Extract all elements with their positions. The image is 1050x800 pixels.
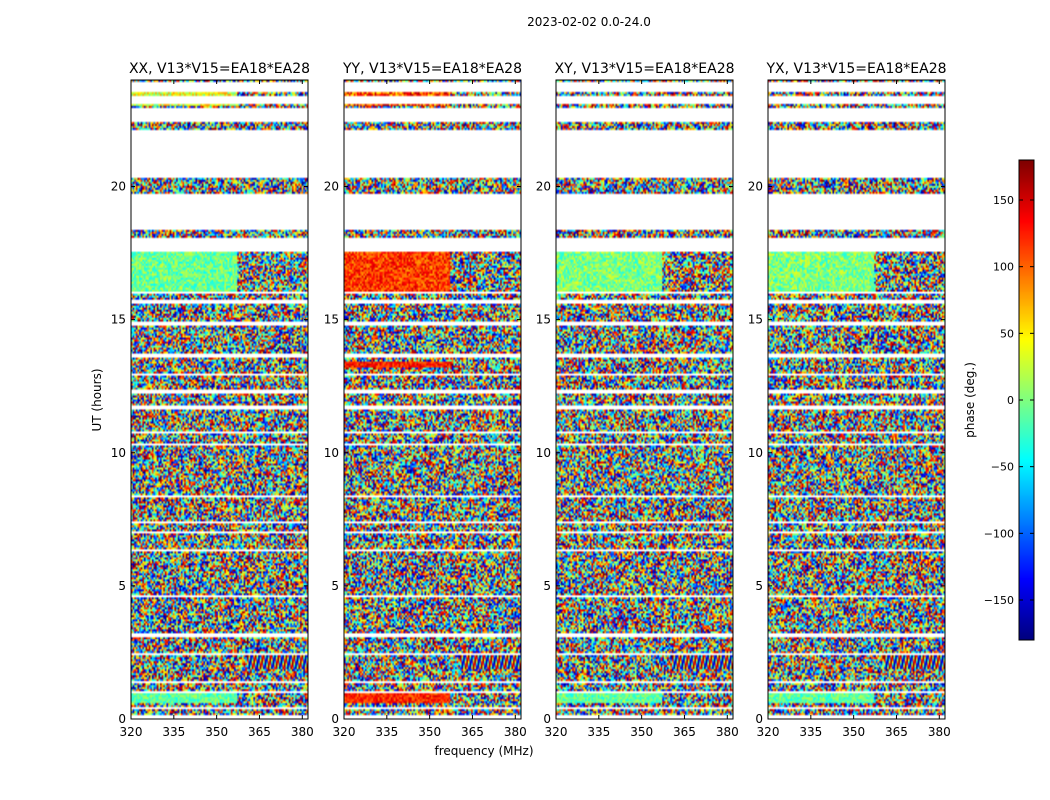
colorbar-ticklabel-150: 150 bbox=[993, 194, 1014, 207]
panel-3-heatmap bbox=[768, 80, 945, 719]
panel-1: YY, V13*V15=EA18*EA28 320 335 350 365 380 0 5 10… bbox=[324, 61, 527, 739]
panel-0-yticklabel-20: 20 bbox=[111, 180, 126, 194]
panel-1-heatmap bbox=[344, 80, 521, 719]
panel-0-frame bbox=[130, 79, 309, 720]
panel-3-frame bbox=[767, 79, 946, 720]
panel-3-yticklabel-15: 15 bbox=[748, 313, 763, 327]
x-axis-label: frequency (MHz) bbox=[434, 744, 533, 758]
panel-3-yticklabel-0: 0 bbox=[755, 712, 763, 726]
panel-2-xticklabel-320: 320 bbox=[545, 725, 568, 739]
panel-1-title: YY, V13*V15=EA18*EA28 bbox=[342, 61, 522, 77]
y-axis-label: UT (hours) bbox=[90, 368, 104, 431]
panel-1-xticklabel-365: 365 bbox=[461, 725, 484, 739]
colorbar-gradient bbox=[1019, 160, 1034, 640]
panel-0-yticklabel-10: 10 bbox=[111, 446, 126, 460]
panel-2-yticklabel-0: 0 bbox=[543, 712, 551, 726]
panel-2-title: XY, V13*V15=EA18*EA28 bbox=[554, 61, 734, 77]
panel-2-yticklabel-20: 20 bbox=[536, 180, 551, 194]
panel-2-yticklabel-15: 15 bbox=[536, 313, 551, 327]
panel-1-yticklabel-0: 0 bbox=[331, 712, 339, 726]
panel-0-xticklabel-335: 335 bbox=[162, 725, 185, 739]
panel-2-yticklabel-10: 10 bbox=[536, 446, 551, 460]
panel-3-yticklabel-5: 5 bbox=[755, 579, 763, 593]
panel-1-yticklabel-20: 20 bbox=[324, 180, 339, 194]
panel-2-xticklabel-380: 380 bbox=[716, 725, 739, 739]
panel-2: XY, V13*V15=EA18*EA28 320 335 350 365 380 0 5 10… bbox=[536, 61, 739, 739]
panel-0-xticklabel-320: 320 bbox=[120, 725, 143, 739]
panel-1-xticklabel-380: 380 bbox=[504, 725, 527, 739]
colorbar-ticklabel-50: 50 bbox=[1000, 327, 1014, 340]
colorbar-label: phase (deg.) bbox=[963, 362, 977, 438]
panel-0-xticklabel-380: 380 bbox=[291, 725, 314, 739]
panel-1-xticklabel-350: 350 bbox=[418, 725, 441, 739]
panel-3-title: YX, V13*V15=EA18*EA28 bbox=[765, 61, 946, 77]
panel-1-yticklabel-10: 10 bbox=[324, 446, 339, 460]
panel-0-yticklabel-5: 5 bbox=[118, 579, 126, 593]
panel-2-frame bbox=[555, 79, 734, 720]
panels-group: XX, V13*V15=EA18*EA28 320 335 350 365 380 0 5 10… bbox=[111, 61, 951, 739]
colorbar-ticklabel--50: −50 bbox=[991, 461, 1014, 474]
panel-0-xticklabel-350: 350 bbox=[205, 725, 228, 739]
panel-2-xticklabel-335: 335 bbox=[587, 725, 610, 739]
panel-0-yticklabel-15: 15 bbox=[111, 313, 126, 327]
panel-1-frame bbox=[343, 79, 522, 720]
panel-0: XX, V13*V15=EA18*EA28 320 335 350 365 380 0 5 10… bbox=[111, 61, 314, 739]
panel-3-xticklabel-365: 365 bbox=[885, 725, 908, 739]
figure-title: 2023-02-02 0.0-24.0 bbox=[527, 15, 651, 29]
colorbar-ticklabel-0: 0 bbox=[1007, 394, 1014, 407]
colorbar-ticklabel--150: −150 bbox=[984, 594, 1014, 607]
panel-1-yticklabel-5: 5 bbox=[331, 579, 339, 593]
panel-2-xticklabel-365: 365 bbox=[673, 725, 696, 739]
panel-1-yticklabel-15: 15 bbox=[324, 313, 339, 327]
panel-0-xticklabel-365: 365 bbox=[248, 725, 271, 739]
panel-3-xticklabel-320: 320 bbox=[757, 725, 780, 739]
panel-3: YX, V13*V15=EA18*EA28 320 335 350 365 380 0 5 10… bbox=[748, 61, 951, 739]
panel-0-title: XX, V13*V15=EA18*EA28 bbox=[129, 61, 310, 77]
panel-3-xticklabel-350: 350 bbox=[842, 725, 865, 739]
panel-3-xticklabel-335: 335 bbox=[799, 725, 822, 739]
panel-0-yticklabel-0: 0 bbox=[118, 712, 126, 726]
colorbar-ticklabel-100: 100 bbox=[993, 261, 1014, 274]
panel-3-xticklabel-380: 380 bbox=[928, 725, 951, 739]
panel-3-yticklabel-20: 20 bbox=[748, 180, 763, 194]
panel-3-yticklabel-10: 10 bbox=[748, 446, 763, 460]
colorbar: 150 100 50 0 −50 −100 −150 bbox=[984, 159, 1035, 641]
panel-1-xticklabel-335: 335 bbox=[375, 725, 398, 739]
panel-1-xticklabel-320: 320 bbox=[333, 725, 356, 739]
panel-0-heatmap bbox=[131, 80, 308, 719]
panel-2-yticklabel-5: 5 bbox=[543, 579, 551, 593]
colorbar-ticklabel--100: −100 bbox=[984, 527, 1014, 540]
panel-2-xticklabel-350: 350 bbox=[630, 725, 653, 739]
panel-2-heatmap bbox=[556, 80, 733, 719]
